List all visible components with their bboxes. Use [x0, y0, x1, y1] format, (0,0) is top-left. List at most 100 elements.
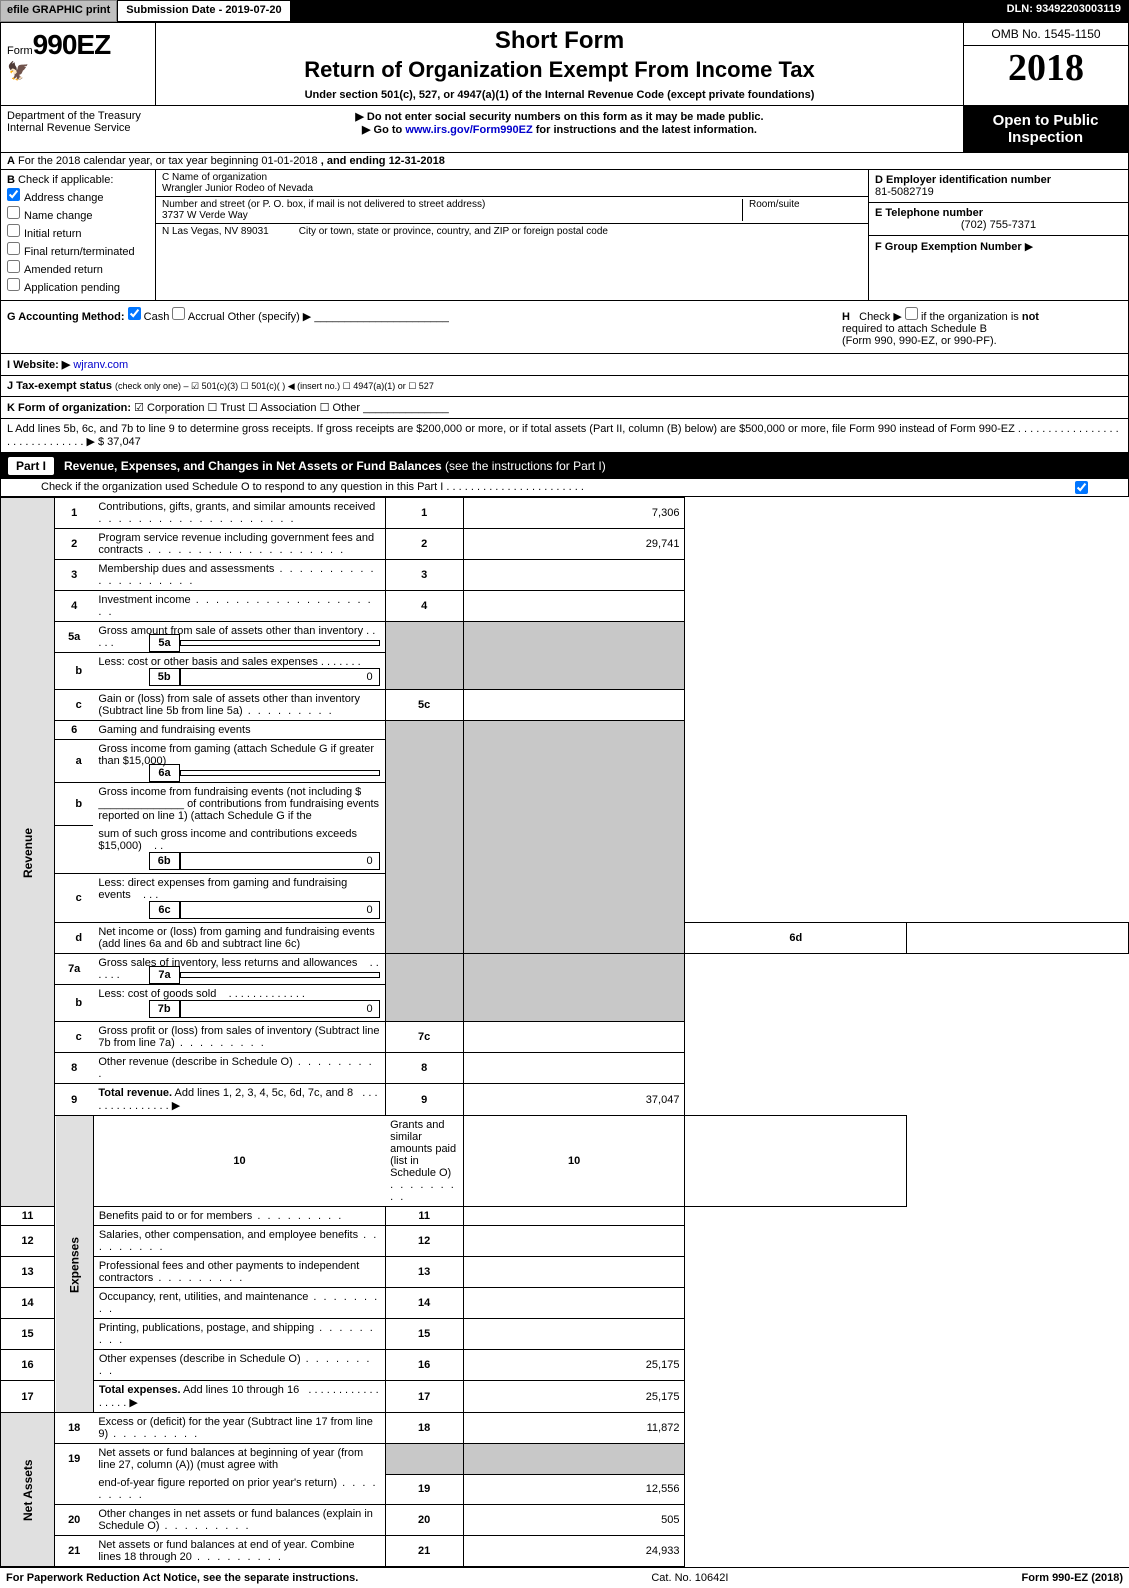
- column-c-org-info: C Name of organization Wrangler Junior R…: [156, 170, 868, 300]
- ein-row: D Employer identification number 81-5082…: [869, 170, 1128, 203]
- section-a-row: A For the 2018 calendar year, or tax yea…: [0, 153, 1129, 170]
- l-gross-receipts-row: L Add lines 5b, 6c, and 7b to line 9 to …: [0, 419, 1129, 453]
- line-7c: cGross profit or (loss) from sales of in…: [1, 1022, 1129, 1053]
- chk-name-change[interactable]: Name change: [7, 206, 149, 222]
- return-title: Return of Organization Exempt From Incom…: [160, 57, 959, 83]
- h-not: not: [1022, 311, 1039, 323]
- line-20: 20Other changes in net assets or fund ba…: [1, 1505, 1129, 1536]
- street-label: Number and street (or P. O. box, if mail…: [162, 199, 485, 210]
- phone-row: E Telephone number (702) 755-7371: [869, 203, 1128, 236]
- k-text: ☑ Corporation ☐ Trust ☐ Association ☐ Ot…: [134, 402, 360, 414]
- city-row: N Las Vegas, NV 89031 City or town, stat…: [156, 224, 868, 239]
- dept-treasury: Department of the Treasury Internal Reve…: [1, 106, 156, 152]
- h-label: H: [842, 311, 850, 323]
- form-header: Form990EZ 🦅 Short Form Return of Organiz…: [0, 22, 1129, 106]
- cat-no: Cat. No. 10642I: [358, 1572, 1021, 1584]
- street-row: Number and street (or P. O. box, if mail…: [156, 197, 868, 224]
- phone-value: (702) 755-7371: [875, 219, 1122, 231]
- chk-amended-return-box[interactable]: [7, 260, 20, 273]
- chk-address-change[interactable]: Address change: [7, 188, 149, 204]
- chk-amended-return[interactable]: Amended return: [7, 260, 149, 276]
- line-4: 4Investment income4: [1, 591, 1129, 622]
- line-21: 21Net assets or fund balances at end of …: [1, 1536, 1129, 1567]
- tax-year: 2018: [964, 46, 1128, 90]
- irs-link[interactable]: www.irs.gov/Form990EZ: [405, 124, 532, 136]
- form-prefix: Form: [7, 45, 33, 57]
- instructions-block: ▶ Do not enter social security numbers o…: [156, 106, 963, 152]
- website-link[interactable]: wjranv.com: [73, 359, 128, 371]
- form-footer-label: Form 990-EZ (2018): [1022, 1572, 1124, 1584]
- org-name-row: C Name of organization Wrangler Junior R…: [156, 170, 868, 197]
- dept-row: Department of the Treasury Internal Reve…: [0, 106, 1129, 153]
- line-18: Net Assets 18Excess or (deficit) for the…: [1, 1413, 1129, 1444]
- form-number-box: Form990EZ 🦅: [1, 23, 156, 105]
- l-text: L Add lines 5b, 6c, and 7b to line 9 to …: [7, 423, 1119, 448]
- k-label: K Form of organization:: [7, 402, 131, 414]
- tax-year-begin-text: For the 2018 calendar year, or tax year …: [18, 155, 318, 167]
- efile-print-button[interactable]: efile GRAPHIC print: [0, 0, 117, 22]
- chk-name-change-box[interactable]: [7, 206, 20, 219]
- part-1-header: Part I Revenue, Expenses, and Changes in…: [0, 453, 1129, 479]
- irs-label: Internal Revenue Service: [7, 122, 150, 134]
- net-assets-section-label: Net Assets: [1, 1413, 55, 1567]
- section-a-label: A: [7, 155, 15, 167]
- chk-application-pending-box[interactable]: [7, 278, 20, 291]
- treasury-seal-icon: 🦅: [7, 61, 149, 82]
- h-check-block: H Check ▶ if the organization is not req…: [842, 307, 1122, 347]
- omb-number: OMB No. 1545-1150: [964, 23, 1128, 46]
- line-19b: end-of-year figure reported on prior yea…: [1, 1474, 1129, 1505]
- line-12: 12Salaries, other compensation, and empl…: [1, 1226, 1129, 1257]
- j-label: J Tax-exempt status: [7, 380, 112, 392]
- ein-value: 81-5082719: [875, 186, 1122, 198]
- h-text3: (Form 990, 990-EZ, or 990-PF).: [842, 335, 997, 347]
- line-16: 16Other expenses (describe in Schedule O…: [1, 1350, 1129, 1381]
- line-11: 11Benefits paid to or for members11: [1, 1207, 1129, 1226]
- h-text2: required to attach Schedule B: [842, 323, 987, 335]
- chk-cash[interactable]: [128, 307, 141, 320]
- line-1: Revenue 1Contributions, gifts, grants, a…: [1, 498, 1129, 529]
- group-exemption-row: F Group Exemption Number ▶: [869, 236, 1128, 257]
- dln-label: DLN: 93492203003119: [999, 0, 1129, 22]
- chk-final-return-box[interactable]: [7, 242, 20, 255]
- chk-address-change-box[interactable]: [7, 188, 20, 201]
- h-text1: if the organization is: [921, 311, 1019, 323]
- form-title-block: Short Form Return of Organization Exempt…: [156, 23, 963, 105]
- line-3: 3Membership dues and assessments3: [1, 560, 1129, 591]
- chk-h-schedule-b[interactable]: [905, 307, 918, 320]
- line-6: 6Gaming and fundraising events: [1, 721, 1129, 740]
- group-label: F Group Exemption Number: [875, 241, 1022, 253]
- org-name-value: Wrangler Junior Rodeo of Nevada: [162, 183, 313, 194]
- chk-initial-return[interactable]: Initial return: [7, 224, 149, 240]
- part-1-title: Revenue, Expenses, and Changes in Net As…: [64, 459, 606, 473]
- part-1-table: Revenue 1Contributions, gifts, grants, a…: [0, 497, 1129, 1567]
- line-2: 2Program service revenue including gover…: [1, 529, 1129, 560]
- accrual-label: Accrual: [188, 311, 225, 323]
- room-suite-label: Room/suite: [742, 199, 862, 221]
- chk-initial-return-box[interactable]: [7, 224, 20, 237]
- chk-final-return[interactable]: Final return/terminated: [7, 242, 149, 258]
- part-1-check-row: Check if the organization used Schedule …: [0, 479, 1129, 497]
- open-to-public: Open to Public Inspection: [963, 106, 1128, 152]
- line-15: 15Printing, publications, postage, and s…: [1, 1319, 1129, 1350]
- chk-application-pending[interactable]: Application pending: [7, 278, 149, 294]
- chk-schedule-o[interactable]: [1075, 481, 1088, 494]
- part-1-check-text: Check if the organization used Schedule …: [41, 481, 584, 494]
- column-d-ein: D Employer identification number 81-5082…: [868, 170, 1128, 300]
- col-b-header: B: [7, 174, 15, 186]
- chk-accrual[interactable]: [172, 307, 185, 320]
- page-footer: For Paperwork Reduction Act Notice, see …: [0, 1567, 1129, 1588]
- part-1-label: Part I: [8, 457, 54, 475]
- line-19: 19Net assets or fund balances at beginni…: [1, 1444, 1129, 1475]
- under-section-text: Under section 501(c), 527, or 4947(a)(1)…: [160, 89, 959, 101]
- k-form-org-row: K Form of organization: ☑ Corporation ☐ …: [0, 397, 1129, 419]
- form-number: 990EZ: [33, 29, 111, 60]
- revenue-section-label: Revenue: [1, 498, 55, 1207]
- line-7a: 7aGross sales of inventory, less returns…: [1, 954, 1129, 985]
- website-row: I Website: ▶ wjranv.com: [0, 354, 1129, 376]
- expenses-section-label: Expenses: [55, 1116, 94, 1413]
- city-label: City or town, state or province, country…: [299, 226, 608, 237]
- no-ssn-text: ▶ Do not enter social security numbers o…: [160, 110, 959, 123]
- column-b-checkboxes: B Check if applicable: Address change Na…: [1, 170, 156, 300]
- accounting-method-block: G Accounting Method: Cash Accrual Other …: [0, 301, 1129, 354]
- paperwork-notice: For Paperwork Reduction Act Notice, see …: [6, 1572, 358, 1584]
